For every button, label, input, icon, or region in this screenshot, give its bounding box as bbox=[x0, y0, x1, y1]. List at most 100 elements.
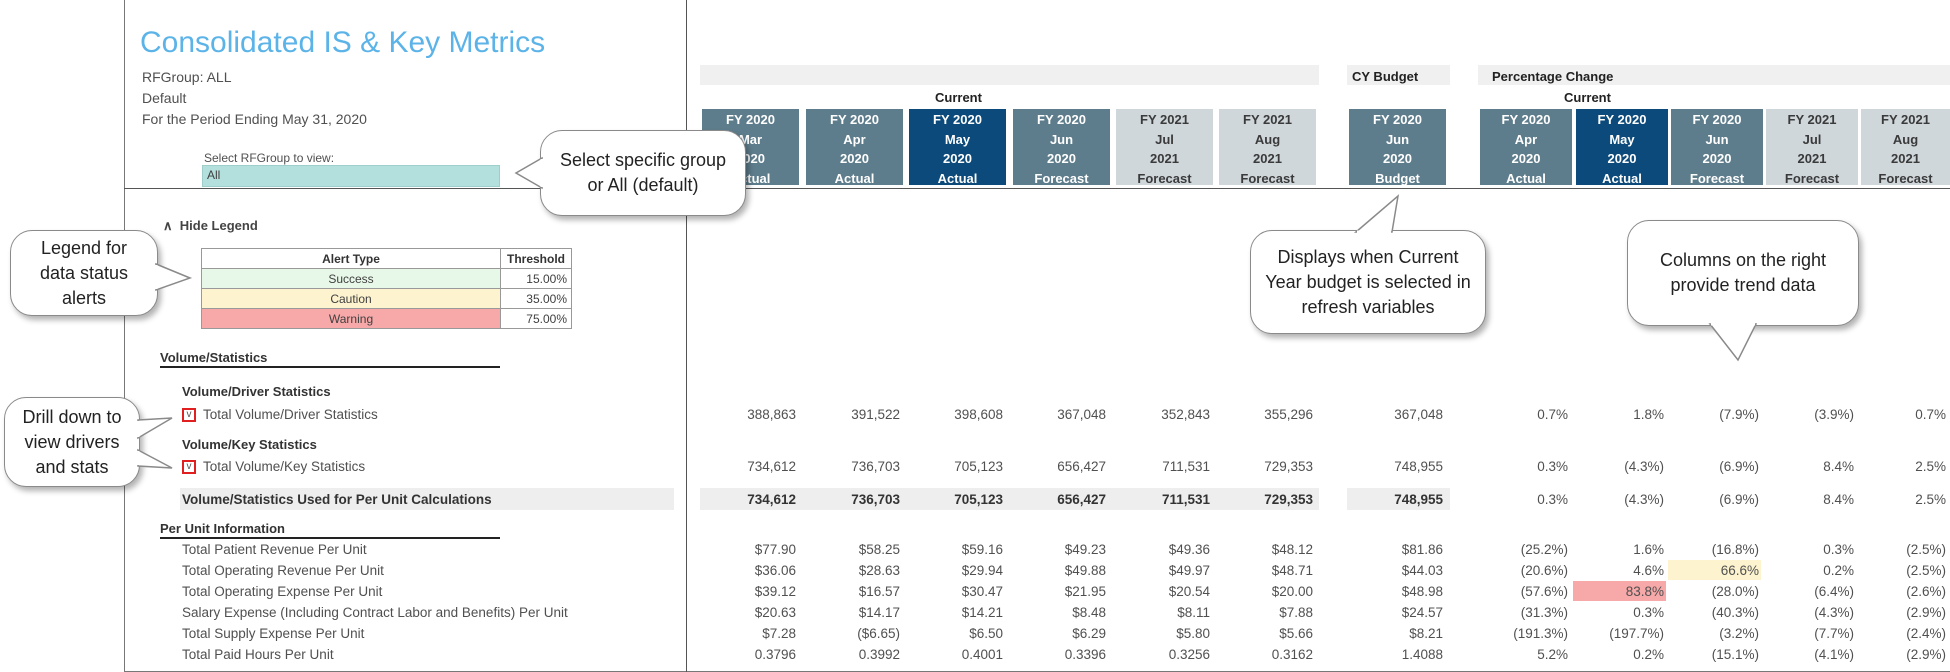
alert-legend-table: Alert Type Threshold Success 15.00% Caut… bbox=[201, 248, 572, 329]
caution-cell-highlight bbox=[1668, 560, 1761, 580]
pct-cell: 1.6% bbox=[1633, 542, 1664, 557]
pct-cell: 0.3% bbox=[1823, 542, 1854, 557]
pct-cell: 66.6% bbox=[1720, 563, 1759, 578]
pct-cell: (57.6%) bbox=[1520, 584, 1568, 599]
value-cell: 0.3256 bbox=[1168, 647, 1210, 662]
row-label-operating-revenue: Total Operating Revenue Per Unit bbox=[182, 563, 384, 578]
value-cell: 367,048 bbox=[1057, 407, 1106, 422]
value-cell: $8.11 bbox=[1177, 605, 1210, 620]
value-cell: 656,427 bbox=[1057, 459, 1106, 474]
pct-header-aug-2021: FY 2021 Aug 2021 Forecast bbox=[1861, 109, 1950, 185]
pct-cell: 0.2% bbox=[1633, 647, 1664, 662]
pct-cell: (6.4%) bbox=[1814, 584, 1854, 599]
pct-cell: 2.5% bbox=[1915, 492, 1946, 507]
frozen-pane-divider-vertical bbox=[686, 0, 687, 672]
col-header-jun-2020: FY 2020 Jun 2020 Forecast bbox=[1013, 109, 1110, 185]
pct-cell: (3.2%) bbox=[1719, 626, 1759, 641]
pct-cell: 0.3% bbox=[1537, 459, 1568, 474]
pct-cell: (191.3%) bbox=[1513, 626, 1568, 641]
value-cell: $49.23 bbox=[1064, 542, 1106, 557]
pct-cell: (6.9%) bbox=[1719, 459, 1759, 474]
value-cell: 388,863 bbox=[747, 407, 796, 422]
budget-cell: $8.21 bbox=[1409, 626, 1443, 641]
pct-cell: (16.8%) bbox=[1711, 542, 1759, 557]
value-cell: $58.25 bbox=[858, 542, 900, 557]
pct-cell: 5.2% bbox=[1537, 647, 1568, 662]
budget-cell: $48.98 bbox=[1401, 584, 1443, 599]
value-cell: $36.06 bbox=[754, 563, 796, 578]
pct-cell: 1.8% bbox=[1633, 407, 1664, 422]
value-cell: $20.54 bbox=[1168, 584, 1210, 599]
rfgroup-select-label: Select RFGroup to view: bbox=[204, 151, 335, 165]
pct-cell: 8.4% bbox=[1823, 459, 1854, 474]
legend-warning-threshold: 75.00% bbox=[500, 308, 572, 329]
value-cell: $21.95 bbox=[1064, 584, 1106, 599]
budget-cell: 1.4088 bbox=[1401, 647, 1443, 662]
row-label-paid-hours: Total Paid Hours Per Unit bbox=[182, 647, 334, 662]
row-label-key-total: Total Volume/Key Statistics bbox=[203, 459, 366, 474]
row-label-driver-total: Total Volume/Driver Statistics bbox=[203, 407, 378, 422]
pct-cell: (4.3%) bbox=[1624, 492, 1664, 507]
hide-legend-toggle[interactable]: ∧ Hide Legend bbox=[163, 218, 258, 234]
row-band bbox=[1347, 488, 1450, 510]
pct-cell: 0.7% bbox=[1537, 407, 1568, 422]
value-cell: 705,123 bbox=[954, 459, 1003, 474]
drill-down-key-button[interactable]: v bbox=[182, 460, 196, 474]
value-cell: 736,703 bbox=[851, 492, 900, 507]
pct-cell: 8.4% bbox=[1823, 492, 1854, 507]
value-cell: $14.21 bbox=[961, 605, 1003, 620]
section-underline bbox=[160, 537, 500, 539]
pct-cell: 0.7% bbox=[1915, 407, 1946, 422]
pct-cell: (2.5%) bbox=[1906, 542, 1946, 557]
col-header-apr-2020: FY 2020 Apr 2020 Actual bbox=[806, 109, 903, 185]
value-cell: 352,843 bbox=[1161, 407, 1210, 422]
chevron-up-icon: ∧ bbox=[163, 218, 173, 233]
value-cell: 729,353 bbox=[1264, 492, 1313, 507]
pct-cell: (4.3%) bbox=[1624, 459, 1664, 474]
section-volume-statistics: Volume/Statistics bbox=[160, 350, 268, 365]
value-cell: 711,531 bbox=[1161, 492, 1210, 507]
legend-warning: Warning bbox=[201, 308, 501, 329]
value-cell: $16.57 bbox=[858, 584, 900, 599]
value-cell: $49.88 bbox=[1064, 563, 1106, 578]
report-title: Consolidated IS & Key Metrics bbox=[140, 26, 546, 59]
value-cell: 729,353 bbox=[1264, 459, 1313, 474]
budget-cell: $24.57 bbox=[1401, 605, 1443, 620]
frozen-pane-divider-horizontal bbox=[124, 188, 1950, 189]
pct-cell: 83.8% bbox=[1625, 584, 1664, 599]
pct-cell: (2.9%) bbox=[1906, 647, 1946, 662]
pct-cell: (31.3%) bbox=[1520, 605, 1568, 620]
pct-group-label: Percentage Change bbox=[1492, 69, 1614, 84]
pct-cell: (7.9%) bbox=[1719, 407, 1759, 422]
value-cell: 736,703 bbox=[851, 459, 900, 474]
value-cell: $5.66 bbox=[1279, 626, 1313, 641]
pct-cell: (4.1%) bbox=[1814, 647, 1854, 662]
pct-cell: (2.6%) bbox=[1906, 584, 1946, 599]
value-cell: ($6.65) bbox=[857, 626, 900, 641]
budget-cell: 367,048 bbox=[1394, 407, 1443, 422]
value-cell: 705,123 bbox=[954, 492, 1003, 507]
callout-trend: Columns on the right provide trend data bbox=[1627, 220, 1859, 326]
period-text: For the Period Ending May 31, 2020 bbox=[142, 111, 367, 127]
legend-caution: Caution bbox=[201, 288, 501, 309]
pct-header-jul-2021: FY 2021 Jul 2021 Forecast bbox=[1766, 109, 1858, 185]
pointer-budget bbox=[1353, 194, 1400, 233]
col-header-budget: FY 2020 Jun 2020 Budget bbox=[1349, 109, 1446, 185]
rfgroup-text: RFGroup: ALL bbox=[142, 69, 232, 85]
value-cell: 711,531 bbox=[1162, 459, 1210, 474]
value-cell: $20.63 bbox=[754, 605, 796, 620]
pct-cell: (4.3%) bbox=[1814, 605, 1854, 620]
row-label-patient-revenue: Total Patient Revenue Per Unit bbox=[182, 542, 367, 557]
pct-cell: (40.3%) bbox=[1711, 605, 1759, 620]
pct-header-may-2020: FY 2020 May 2020 Actual bbox=[1576, 109, 1668, 185]
scenario-text: Default bbox=[142, 90, 187, 106]
row-label-supply-expense: Total Supply Expense Per Unit bbox=[182, 626, 365, 641]
value-cell: $28.63 bbox=[858, 563, 900, 578]
pct-cell: (2.4%) bbox=[1906, 626, 1946, 641]
drill-down-driver-button[interactable]: v bbox=[182, 408, 196, 422]
rfgroup-select[interactable]: All bbox=[202, 165, 500, 187]
value-cell: $77.90 bbox=[754, 542, 796, 557]
pointer-drill-2 bbox=[137, 448, 173, 469]
value-cell: 0.4001 bbox=[961, 647, 1003, 662]
